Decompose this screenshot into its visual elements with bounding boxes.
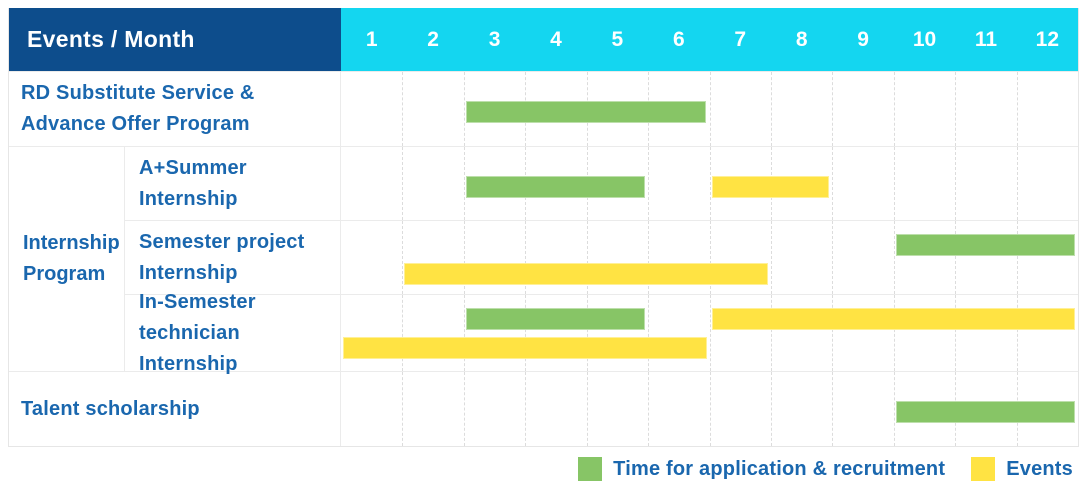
month-gridline <box>709 72 711 146</box>
month-gridline <box>463 72 465 146</box>
month-gridline <box>893 221 895 294</box>
chart-cell-talent-scholarship <box>341 372 1078 446</box>
month-gridline <box>402 295 404 371</box>
month-header-10: 10 <box>912 27 937 51</box>
month-gridline <box>1016 221 1018 294</box>
month-header-7: 7 <box>734 27 747 51</box>
month-gridline <box>770 295 772 371</box>
events-month-header-label: Events / Month <box>9 8 341 71</box>
group-rows: A+Summer Internship Semester project Inte… <box>125 147 1078 375</box>
table-header-row: Events / Month 1 2 3 4 5 6 7 8 9 10 11 12 <box>9 8 1078 71</box>
events-bar <box>711 175 830 198</box>
chart-cell-semester-project-internship <box>341 221 1078 294</box>
month-gridline <box>709 147 711 220</box>
month-gridline <box>463 147 465 220</box>
month-gridline <box>402 221 404 294</box>
row-label-semester-project-internship: Semester project Internship <box>125 221 341 294</box>
events-bar <box>711 308 1075 330</box>
table-row-a-plus-summer-internship: A+Summer Internship <box>125 147 1078 220</box>
events-month-table: Events / Month 1 2 3 4 5 6 7 8 9 10 11 12 RD Substi… <box>8 8 1079 447</box>
events-bar <box>404 263 768 285</box>
legend: Time for application & recruitment Events <box>578 457 1073 481</box>
month-gridline <box>832 72 834 146</box>
table-row-rd-substitute-service-advance-offer-program: RD Substitute Service & Advance Offer Pr… <box>9 71 1078 146</box>
month-gridline <box>770 372 772 446</box>
month-header-8: 8 <box>795 27 808 51</box>
month-gridline <box>648 295 650 371</box>
group-label-internship-program: Internship Program <box>9 147 125 371</box>
month-gridline <box>402 72 404 146</box>
chart-cell-in-semester-technician-internship <box>341 295 1078 371</box>
month-header-row: 1 2 3 4 5 6 7 8 9 10 11 12 <box>341 8 1078 71</box>
month-gridline <box>955 147 957 220</box>
month-header-4: 4 <box>550 27 562 51</box>
table-body: RD Substitute Service & Advance Offer Pr… <box>9 71 1078 446</box>
month-header-1: 1 <box>365 27 378 51</box>
month-gridline <box>1016 295 1018 371</box>
month-gridline <box>586 221 588 294</box>
month-gridline <box>955 221 957 294</box>
legend-label: Events <box>1006 457 1073 480</box>
month-gridline <box>893 147 895 220</box>
month-gridline <box>955 72 957 146</box>
month-gridline <box>709 372 711 446</box>
month-header-3: 3 <box>488 27 501 51</box>
table-row-in-semester-technician-internship: In-Semester technician Internship <box>125 291 1078 375</box>
recruitment-bar <box>895 401 1075 423</box>
month-gridline <box>955 295 957 371</box>
month-gridline <box>648 372 650 446</box>
month-gridline <box>525 221 527 294</box>
recruitment-bar <box>465 101 707 123</box>
month-gridline <box>709 295 711 371</box>
recruitment-bar <box>465 308 646 330</box>
yellow-swatch-icon <box>971 457 996 481</box>
month-gridline <box>770 72 772 146</box>
month-gridline <box>832 147 834 220</box>
chart-cell-a-plus-summer-internship <box>341 147 1078 220</box>
month-gridline <box>770 221 772 294</box>
legend-item-yellow: Events <box>971 457 1073 481</box>
recruitment-bar <box>465 175 646 198</box>
month-gridline <box>832 372 834 446</box>
row-label-talent-scholarship: Talent scholarship <box>9 372 341 446</box>
month-header-2: 2 <box>427 27 439 51</box>
month-header-9: 9 <box>857 27 869 51</box>
month-gridline <box>709 221 711 294</box>
legend-label: Time for application & recruitment <box>613 457 946 480</box>
row-label-a-plus-summer-internship: A+Summer Internship <box>125 147 341 220</box>
legend-item-green: Time for application & recruitment <box>578 457 945 481</box>
events-bar <box>343 337 707 359</box>
row-label-in-semester-technician-internship: In-Semester technician Internship <box>125 291 341 375</box>
month-header-12: 12 <box>1035 27 1060 51</box>
month-gridline <box>402 372 404 446</box>
month-gridline <box>586 295 588 371</box>
month-gridline <box>648 221 650 294</box>
month-gridline <box>463 295 465 371</box>
month-gridline <box>1016 72 1018 146</box>
month-gridline <box>832 295 834 371</box>
month-gridline <box>893 372 895 446</box>
month-gridline <box>1016 147 1018 220</box>
table-row-semester-project-internship: Semester project Internship <box>125 220 1078 294</box>
month-header-5: 5 <box>611 27 624 51</box>
month-gridline <box>832 221 834 294</box>
month-gridline <box>525 295 527 371</box>
chart-cell-rd-substitute-service-advance-offer-program <box>341 72 1078 146</box>
table-row-talent-scholarship: Talent scholarship <box>9 371 1078 446</box>
month-gridline <box>402 147 404 220</box>
table-group-internship-program: Internship Program A+Summer Internship Sem… <box>9 146 1078 375</box>
month-gridline <box>463 221 465 294</box>
recruitment-bar <box>895 234 1075 256</box>
month-gridline <box>893 72 895 146</box>
row-label-rd-substitute-service-advance-offer-program: RD Substitute Service & Advance Offer Pr… <box>9 72 341 146</box>
month-gridline <box>463 372 465 446</box>
month-gridline <box>586 372 588 446</box>
month-header-11: 11 <box>974 27 998 51</box>
month-gridline <box>525 372 527 446</box>
month-gridline <box>893 295 895 371</box>
green-swatch-icon <box>578 457 603 481</box>
month-header-6: 6 <box>672 27 685 51</box>
month-gridline <box>648 147 650 220</box>
